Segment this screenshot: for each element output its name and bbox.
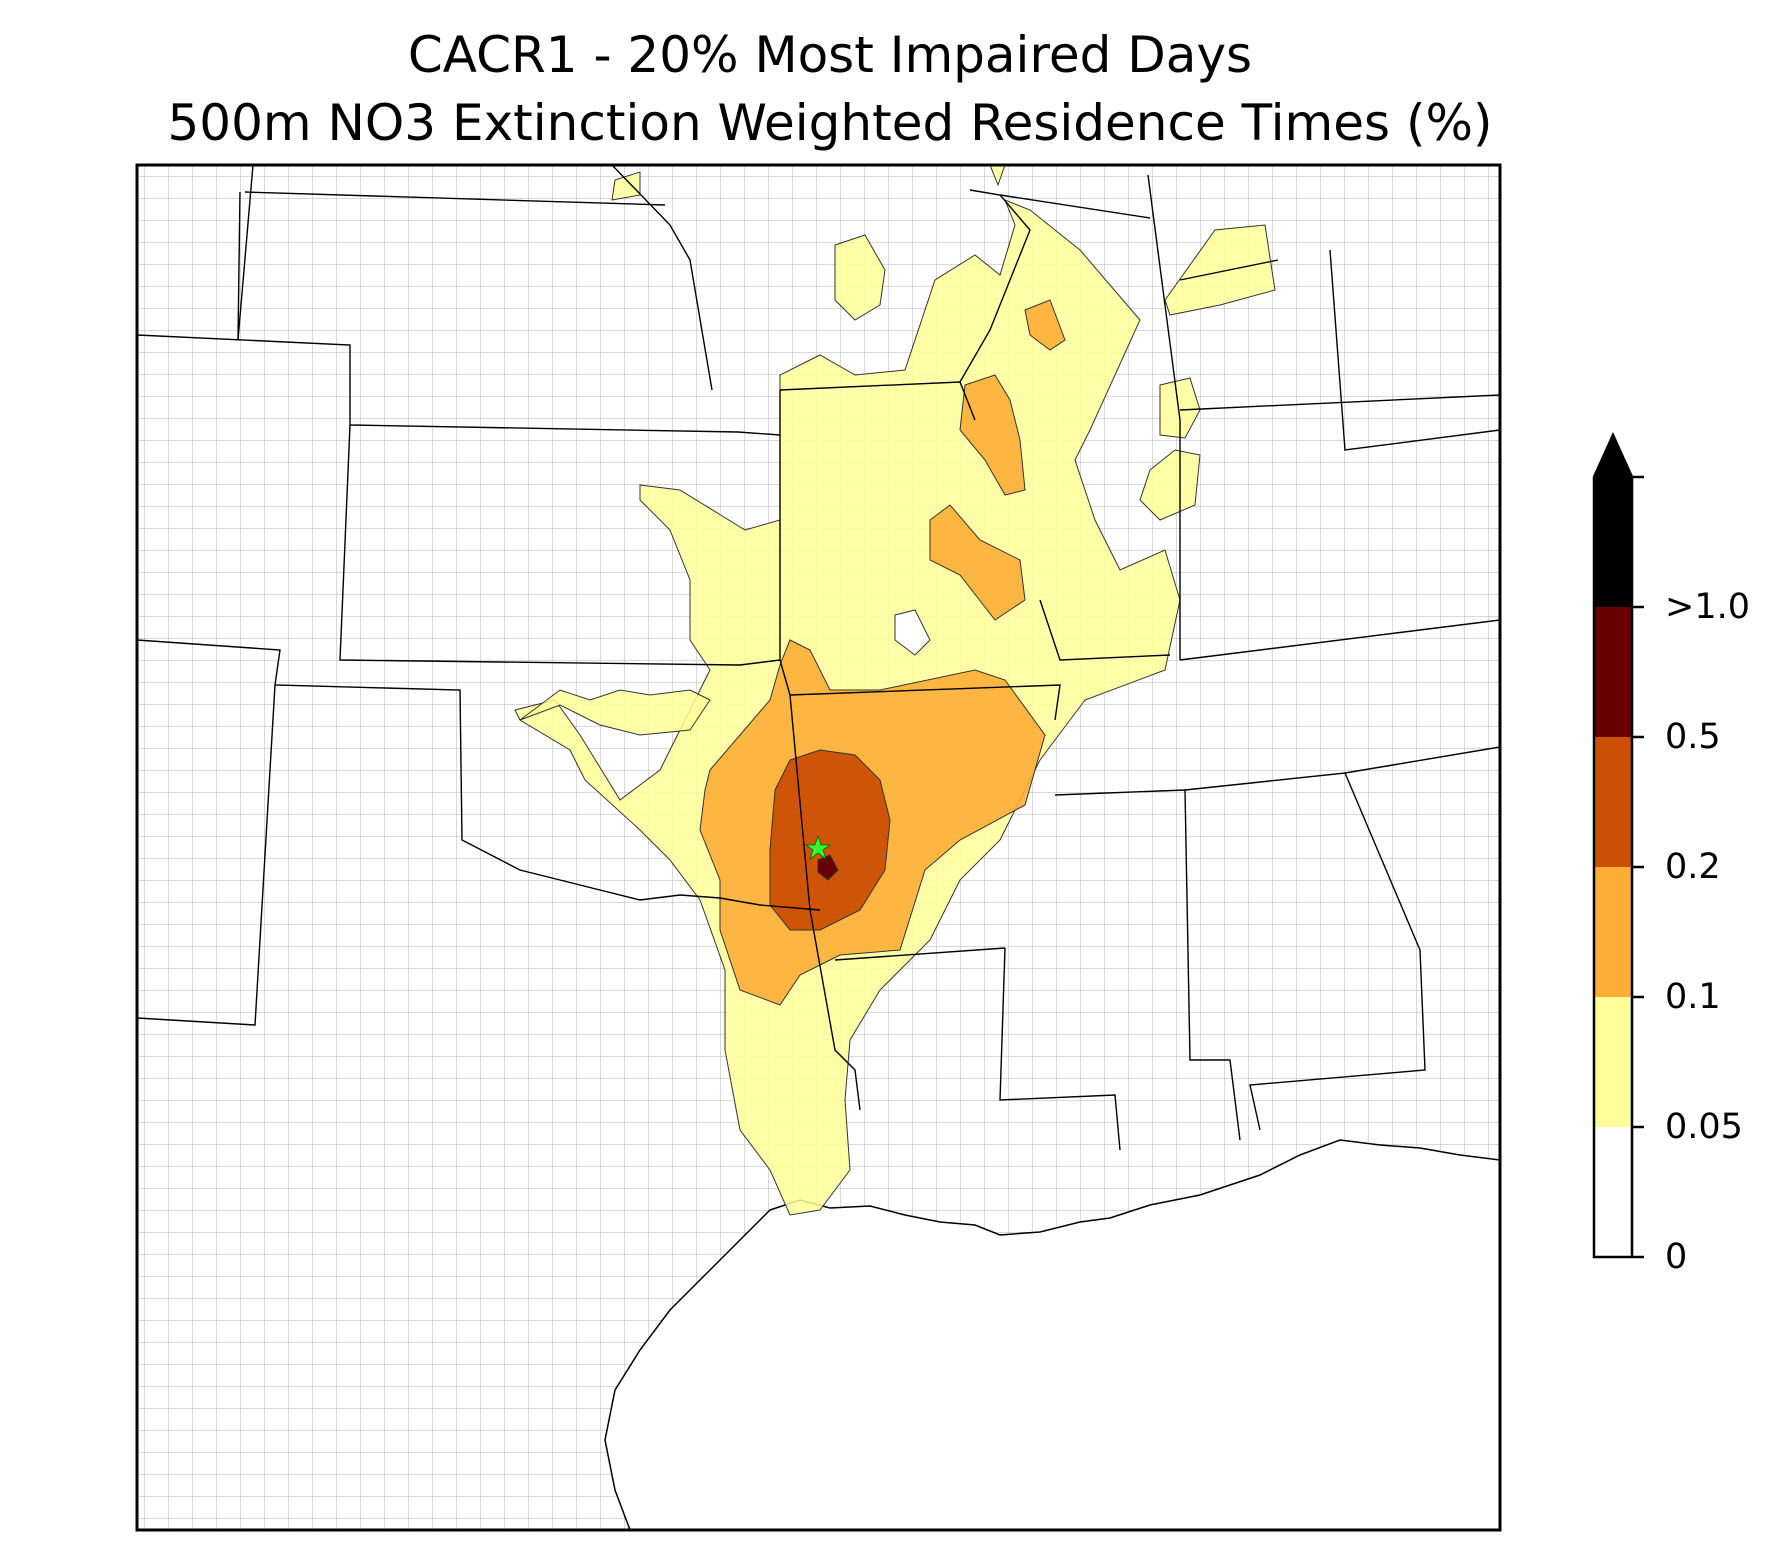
- map-frame: [135, 163, 1502, 1532]
- colorbar-label-0.2: 0.2: [1665, 847, 1721, 887]
- isolated-patch-north: [834, 234, 886, 321]
- map-title: CACR1 - 20% Most Impaired Days: [407, 26, 1253, 84]
- colorbar-label-0.1: 0.1: [1665, 977, 1721, 1017]
- colorbar-label-0.05: 0.05: [1665, 1107, 1743, 1147]
- colorbar-outline: [1592, 431, 1634, 1259]
- contour-hole: [894, 609, 931, 656]
- gulf-of-mexico: [604, 1139, 1500, 1530]
- isolated-patch-east-1: [1159, 377, 1201, 439]
- isolated-patch-top: [989, 165, 1006, 187]
- colorbar-extend-arrow: [1594, 435, 1632, 607]
- isolated-patch-far-north: [611, 171, 641, 201]
- colorbar-bin-0.5-1.0: [1594, 607, 1632, 737]
- contour-level-0.5: [817, 854, 839, 881]
- state-boundaries: [137, 165, 1500, 1151]
- colorbar-label-0.5: 0.5: [1665, 717, 1721, 757]
- colorbar-label-1.0: >1.0: [1665, 587, 1750, 627]
- colorbar-ticks: [1632, 475, 1644, 1259]
- colorbar-bin-0.1-0.2: [1594, 867, 1632, 997]
- isolated-patch-east-2: [1139, 449, 1201, 521]
- map-subtitle: 500m NO3 Extinction Weighted Residence T…: [167, 94, 1493, 152]
- patch-0.1-mid: [929, 504, 1026, 621]
- colorbar-bin-0.05-0.1: [1594, 997, 1632, 1127]
- colorbar-label-0: 0: [1665, 1237, 1688, 1277]
- star-icon: [804, 834, 832, 861]
- colorbar: [1592, 431, 1644, 1259]
- west-lobe: [519, 689, 711, 736]
- colorbar-bin-0.2-0.5: [1594, 737, 1632, 867]
- patch-0.1-ridge: [959, 374, 1026, 496]
- isolated-patch-northeast: [1164, 224, 1276, 316]
- patch-0.1-north: [1024, 299, 1066, 351]
- colorbar-bin-0-0.05: [1594, 1127, 1632, 1257]
